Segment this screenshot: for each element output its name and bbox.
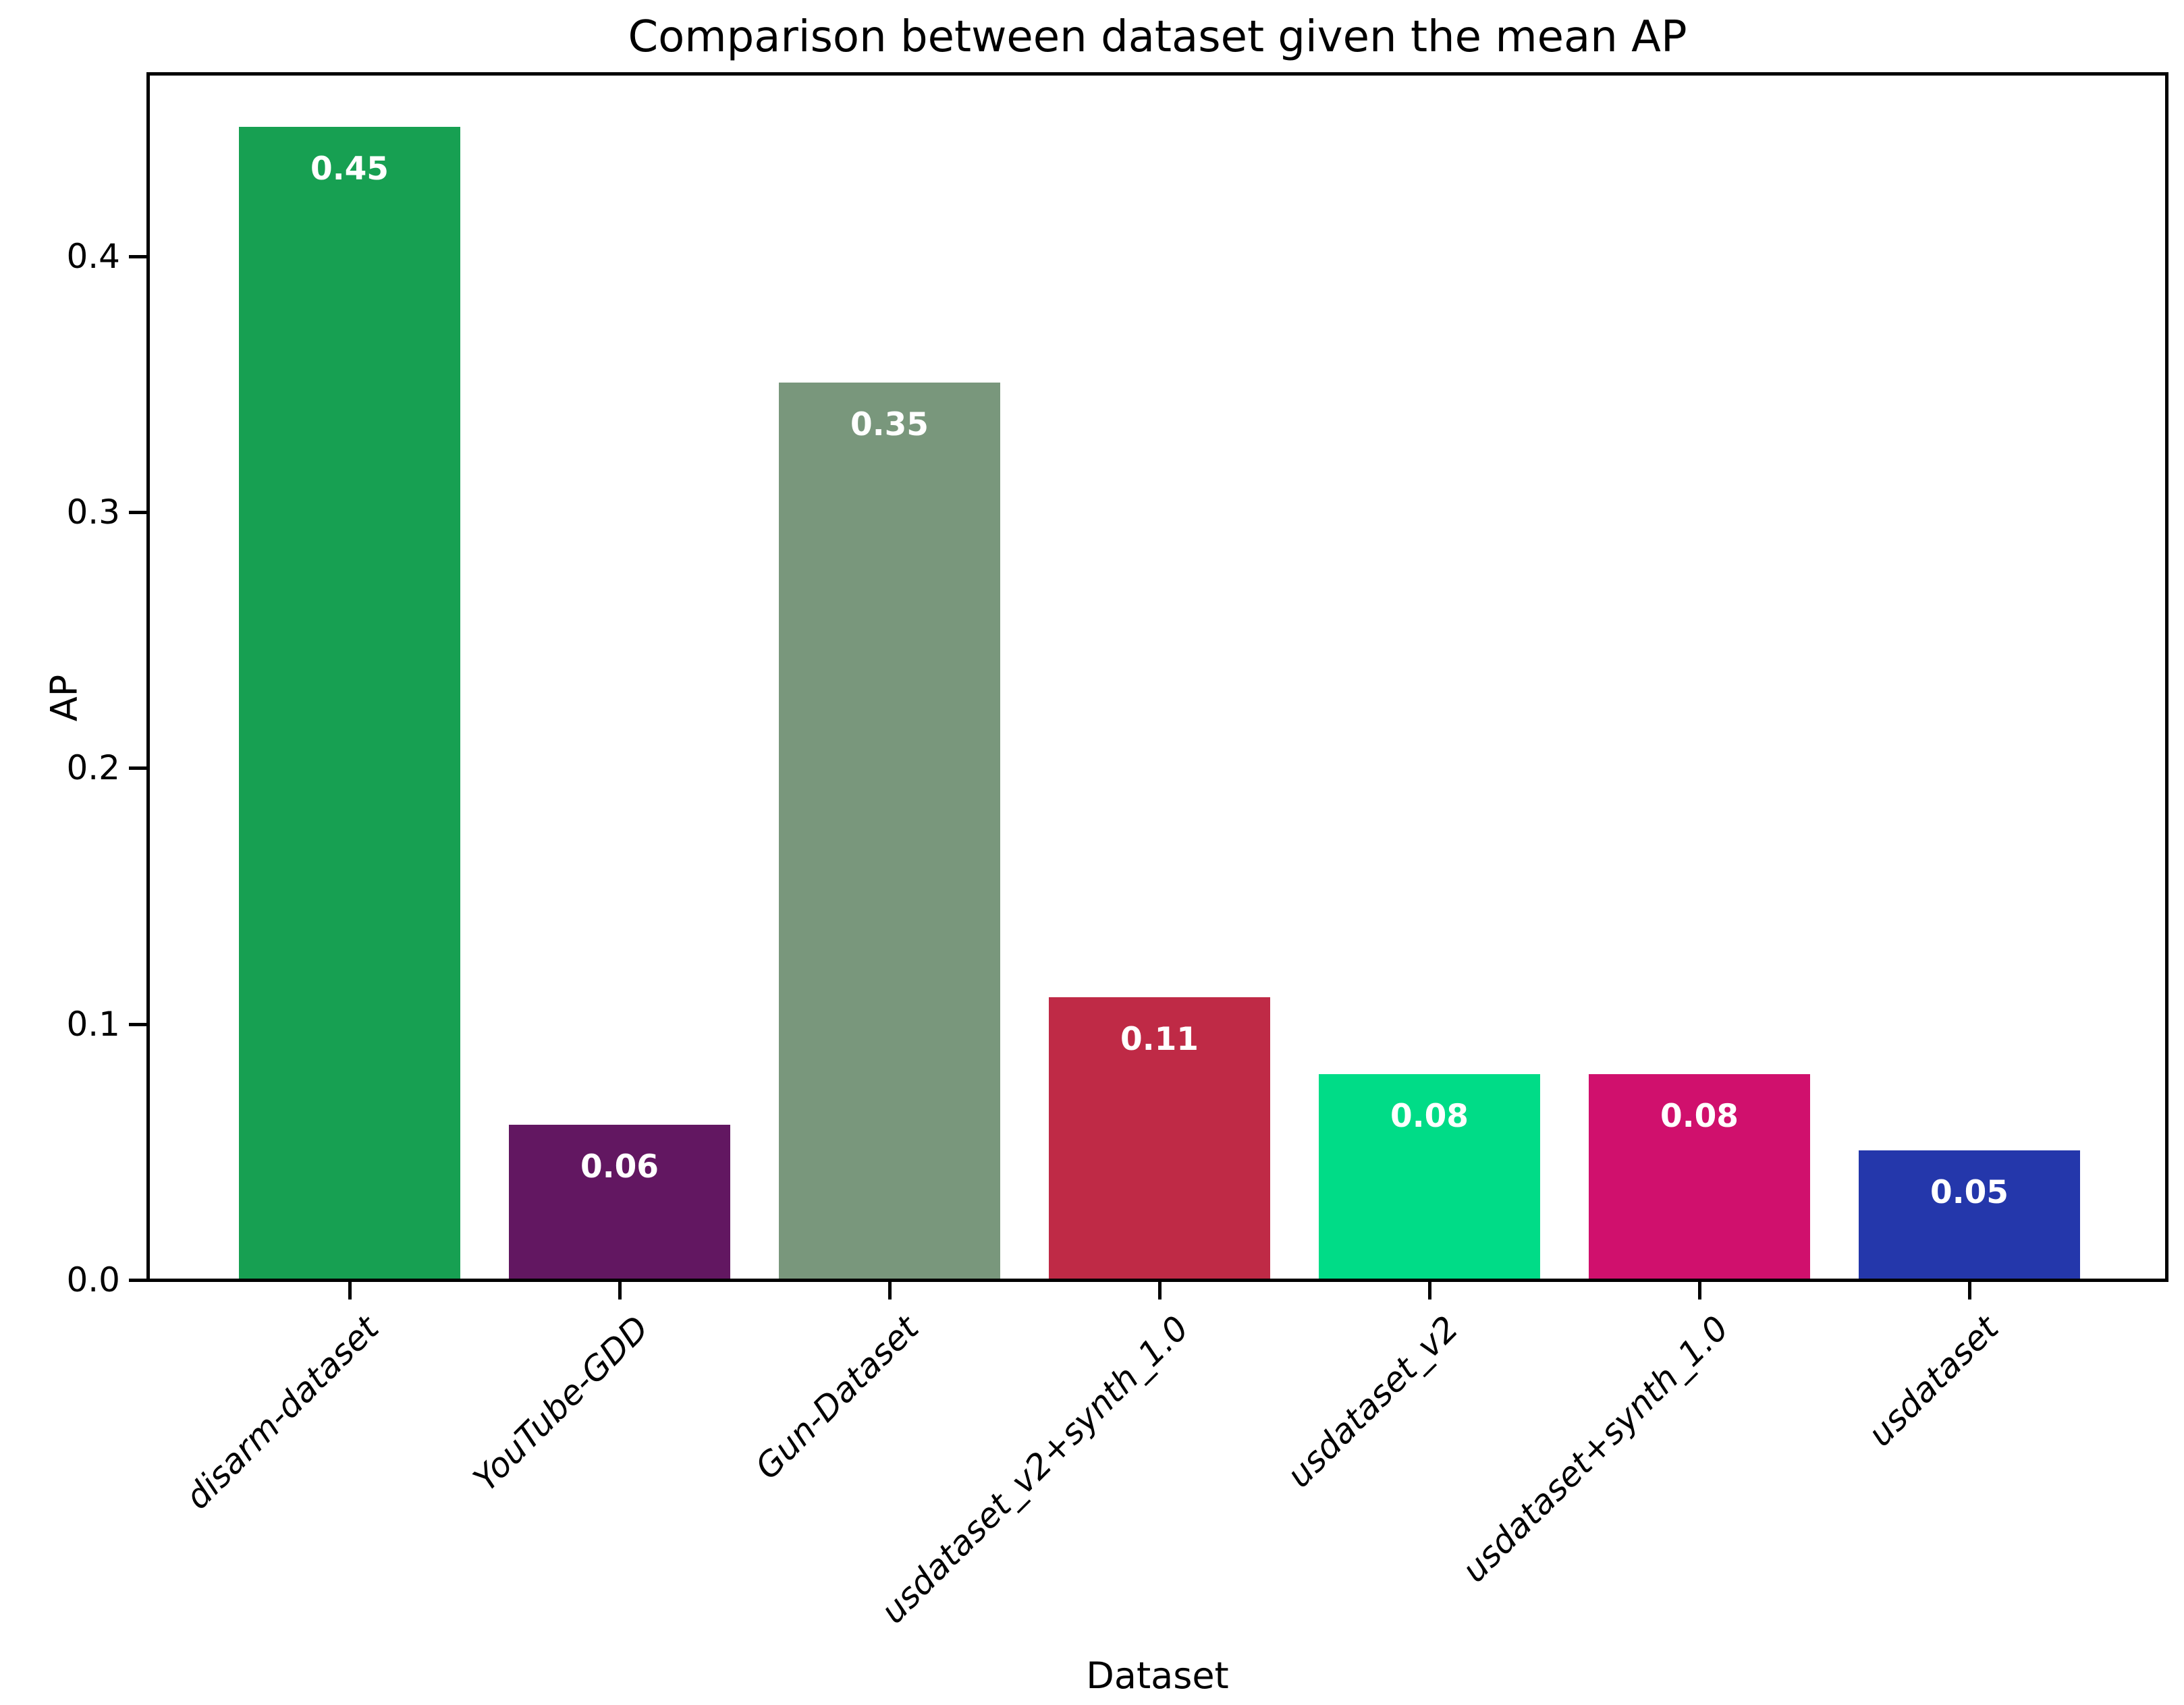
- bar-usdataset: 0.05: [1859, 1150, 2080, 1279]
- x-tick-mark: [348, 1282, 352, 1299]
- bar-YouTube-GDD: 0.06: [509, 1125, 730, 1279]
- y-tick-label: 0.0: [66, 1260, 120, 1299]
- y-tick-label: 0.1: [66, 1005, 120, 1044]
- x-tick-mark: [1698, 1282, 1701, 1299]
- x-tick-mark: [1158, 1282, 1162, 1299]
- y-tick-mark: [129, 511, 146, 514]
- bar-value-label: 0.35: [850, 406, 929, 443]
- bar-usdataset_v2+synth_1.0: 0.11: [1049, 997, 1270, 1279]
- bar-value-label: 0.06: [580, 1148, 659, 1185]
- y-axis-label: AP: [43, 674, 86, 722]
- x-tick-mark: [1428, 1282, 1431, 1299]
- bar-usdataset_v2: 0.08: [1319, 1074, 1540, 1279]
- y-tick-mark: [129, 1279, 146, 1282]
- bar-value-label: 0.05: [1930, 1174, 2009, 1211]
- bar-disarm-dataset: 0.45: [239, 127, 460, 1279]
- y-tick-label: 0.2: [66, 748, 120, 787]
- x-tick-mark: [888, 1282, 892, 1299]
- bar-value-label: 0.45: [310, 150, 389, 188]
- y-tick-mark: [129, 255, 146, 258]
- x-tick-mark: [1968, 1282, 1971, 1299]
- y-tick-label: 0.3: [66, 493, 120, 532]
- bar-Gun-Dataset: 0.35: [779, 383, 1000, 1279]
- plot-area: 0.45 0.06 0.35 0.11 0.08 0.08 0.05: [146, 72, 2168, 1282]
- bar-usdataset+synth_1.0: 0.08: [1589, 1074, 1810, 1279]
- bar-value-label: 0.11: [1120, 1021, 1199, 1058]
- x-axis-label: Dataset: [1086, 1654, 1229, 1697]
- bar-value-label: 0.08: [1660, 1098, 1739, 1135]
- x-tick-mark: [618, 1282, 622, 1299]
- y-tick-label: 0.4: [66, 237, 120, 276]
- bar-value-label: 0.08: [1390, 1098, 1469, 1135]
- chart-title: Comparison between dataset given the mea…: [628, 12, 1687, 62]
- y-tick-mark: [129, 1023, 146, 1026]
- y-tick-mark: [129, 766, 146, 770]
